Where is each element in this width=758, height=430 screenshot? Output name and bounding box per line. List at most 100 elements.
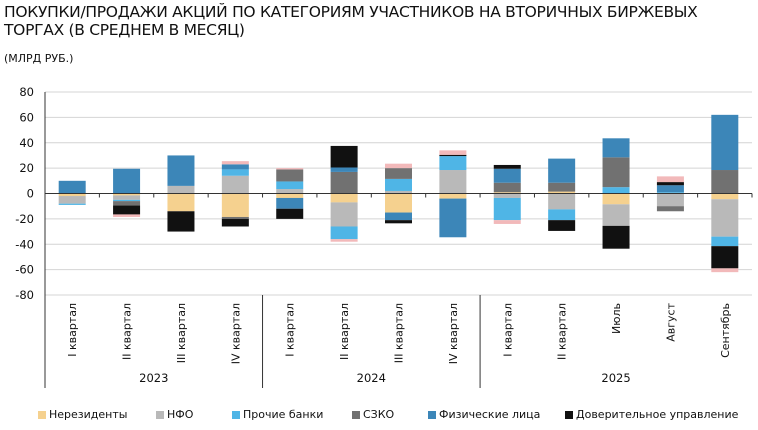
bar-segment: [167, 193, 195, 212]
bar-segment: [711, 114, 739, 171]
bar-segment: [439, 154, 467, 157]
bar-segment: [493, 197, 521, 221]
bar-segment: [276, 181, 304, 190]
bar-segment: [602, 204, 630, 226]
bar-segment: [276, 168, 304, 170]
legend-item: СЗКО: [352, 408, 394, 421]
bar-segment: [113, 214, 141, 217]
bar-segment: [711, 170, 739, 194]
bar-segment: [385, 163, 412, 169]
bar-segment: [493, 168, 521, 183]
legend-swatch: [352, 410, 360, 419]
bar-segment: [221, 164, 249, 170]
group-label: 2024: [357, 371, 386, 385]
bar-segment: [58, 180, 86, 194]
bar-segment: [221, 193, 249, 217]
bar-segment: [221, 218, 249, 227]
bar-segment: [439, 170, 467, 194]
bar-segment: [330, 145, 358, 168]
bar-segment: [493, 192, 521, 194]
bar-segment: [385, 168, 412, 179]
legend-item: Физические лица: [428, 408, 540, 421]
legend-label: Физические лица: [439, 408, 541, 421]
bar-segment: [167, 211, 195, 232]
bar-segment: [113, 168, 141, 194]
bar-segment: [385, 178, 412, 191]
y-tick-label: 60: [19, 110, 34, 124]
bar-segment: [330, 226, 358, 240]
bar-segment: [656, 185, 684, 193]
y-tick-label: 20: [19, 161, 34, 175]
bar-segment: [58, 193, 86, 197]
bar-segment: [330, 239, 358, 242]
bar-segment: [493, 164, 521, 169]
bar-segment: [548, 220, 576, 231]
x-tick-label: III квартал: [393, 303, 406, 363]
bar-segment: [493, 220, 521, 224]
x-tick-label: Сентябрь: [719, 303, 732, 358]
x-tick-label: IV квартал: [447, 303, 460, 364]
bar-segment: [602, 225, 630, 249]
legend-label: СЗКО: [363, 408, 395, 421]
legend-item: Доверительное управление: [565, 408, 738, 421]
group-label: 2023: [139, 371, 168, 385]
legend-item: Прочие банки: [232, 408, 323, 421]
chart-title: ПОКУПКИ/ПРОДАЖИ АКЦИЙ ПО КАТЕГОРИЯМ УЧАС…: [4, 3, 698, 39]
bar-segment: [113, 205, 141, 215]
x-tick-label: Июль: [610, 303, 623, 334]
bar-segment: [711, 268, 739, 273]
bar-segment: [221, 169, 249, 176]
bar-segment: [167, 155, 195, 186]
bar-segment: [276, 193, 304, 198]
legend-item: НФО: [156, 408, 193, 421]
x-tick-label: Август: [664, 302, 677, 341]
bar-segment: [385, 212, 412, 221]
y-tick-label: -80: [15, 288, 34, 302]
x-tick-label: II квартал: [121, 303, 134, 360]
bar-segment: [602, 193, 630, 205]
bar-segment: [656, 206, 684, 212]
bar-segment: [548, 182, 576, 192]
legend-item: Нерезиденты: [38, 408, 127, 421]
bar-segment: [439, 156, 467, 171]
bar-segment: [385, 220, 412, 224]
bar-segment: [439, 198, 467, 238]
legend-label: Прочие банки: [243, 408, 324, 421]
bar-segment: [221, 161, 249, 165]
bar-segment: [548, 191, 576, 194]
x-tick-label: I квартал: [501, 303, 514, 357]
bar-segment: [602, 187, 630, 194]
bar-segment: [548, 158, 576, 183]
x-tick-label: III квартал: [175, 303, 188, 363]
bar-segment: [602, 157, 630, 188]
bar-segment: [656, 176, 684, 183]
bar-segment: [656, 182, 684, 186]
bar-segment: [711, 199, 739, 237]
bar-segment: [493, 193, 521, 198]
bar-segment: [656, 193, 684, 207]
legend-swatch: [565, 410, 573, 419]
bar-segment: [548, 193, 576, 210]
bar-segment: [711, 236, 739, 247]
x-tick-label: IV квартал: [229, 303, 242, 364]
bar-segment: [113, 201, 141, 206]
bar-segment: [439, 150, 467, 155]
bar-segment: [548, 209, 576, 221]
bar-segment: [330, 193, 358, 203]
legend-label: НФО: [167, 408, 194, 421]
bar-segment: [167, 185, 195, 194]
bar-segment: [385, 193, 412, 213]
bar-segment: [221, 216, 249, 219]
legend-label: Доверительное управление: [576, 408, 739, 421]
bar-segment: [58, 203, 86, 205]
bar-segment: [113, 195, 141, 200]
bar-segment: [656, 192, 684, 194]
bar-segment: [385, 190, 412, 194]
legend-swatch: [156, 410, 164, 419]
bar-segment: [113, 193, 141, 196]
bar-segment: [276, 197, 304, 209]
legend-swatch: [428, 410, 436, 419]
legend-label: Нерезиденты: [49, 408, 128, 421]
bar-segment: [221, 175, 249, 194]
